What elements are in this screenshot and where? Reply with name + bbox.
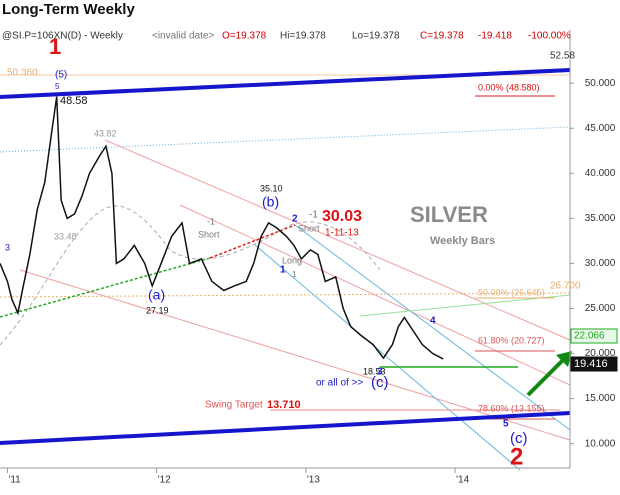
trend-line [209, 224, 296, 259]
annotation: 43.82 [94, 128, 117, 138]
annotation: (c) [371, 374, 389, 391]
y-tick-label: 10.000 [585, 438, 616, 449]
x-tick-label: '13 [307, 475, 320, 486]
y-tick-label: 15.000 [585, 393, 616, 404]
annotation: 1 [280, 265, 286, 276]
moving-average [0, 205, 381, 346]
annotation: Short [298, 223, 320, 233]
annotation: 48.58 [60, 95, 88, 107]
channel-line [0, 411, 571, 445]
drawings [0, 30, 572, 471]
price-label: 52.58 [550, 51, 575, 62]
header-field: <invalid date> [152, 31, 214, 42]
annotation: Swing Target [205, 400, 263, 411]
chart-title: Long-Term Weekly [2, 1, 135, 18]
channel-line [0, 68, 571, 99]
annotation: 1 [292, 270, 297, 279]
annotation: 2 [292, 214, 298, 225]
annotation: 61.80% (20.727) [478, 335, 545, 345]
annotation: 5 [503, 419, 509, 430]
annotation: 18.53 [363, 366, 386, 376]
annotation: 4 [430, 316, 436, 327]
annotation: 3 [5, 242, 10, 252]
annotation: 0.00% (48.580) [478, 82, 540, 92]
x-tick-label: '12 [158, 475, 171, 486]
price-label: 26.700 [550, 281, 581, 292]
header-field: -19.418 [478, 31, 512, 42]
price-label-box [570, 356, 618, 372]
trend-line [294, 224, 571, 431]
header-field: @SI.P=106XN(D) - Weekly [2, 31, 123, 42]
trend-line [104, 139, 571, 341]
trend-line [179, 204, 571, 386]
price-line [0, 96, 444, 360]
annotation: Short [198, 229, 220, 239]
trend-line [254, 244, 521, 471]
arrow [526, 353, 570, 397]
level-line [0, 292, 571, 298]
annotation: 5 [55, 82, 60, 91]
annotation: 50.00% (26.645) [478, 287, 545, 297]
header-field: O=19.378 [222, 31, 267, 42]
annotation: 13.710 [267, 399, 301, 411]
arrow-head [556, 351, 572, 367]
price-label: 22.066 [574, 331, 605, 342]
y-tick-label: 20.000 [585, 348, 616, 359]
price-label-box [570, 328, 618, 344]
annotation: -1 [207, 216, 215, 226]
header-field: Lo=19.378 [352, 31, 400, 42]
annotation: (5) [55, 70, 67, 81]
annotation: Weekly Bars [430, 235, 495, 247]
price-label: 50.360 [7, 68, 38, 79]
annotation: (a) [148, 287, 165, 303]
annotation: 2 [510, 443, 523, 470]
price-label: 19.416 [574, 358, 608, 370]
annotation: 1-11-13 [325, 228, 359, 239]
annotation: 78.60% (13.155) [478, 403, 545, 413]
annotation: (b) [262, 194, 279, 210]
annotation: 35.10 [260, 183, 283, 193]
y-tick-label: 40.000 [585, 168, 616, 179]
annotation: 30.03 [322, 208, 362, 225]
annotation: 1 [49, 34, 61, 59]
y-tick-label: 30.000 [585, 258, 616, 269]
y-tick-label: 50.000 [585, 78, 616, 89]
annotation: (c) [510, 430, 528, 447]
annotation: Long [282, 255, 302, 265]
y-tick-label: 45.000 [585, 123, 616, 134]
annotation: or all of >> [316, 378, 363, 389]
header-field: C=19.378 [420, 31, 464, 42]
trend-line [19, 269, 571, 441]
header-field: -100.00% [528, 31, 571, 42]
trend-line [0, 126, 571, 153]
trend-line [0, 257, 211, 318]
annotation: SILVER [410, 202, 488, 227]
header-field: Hi=19.378 [280, 31, 326, 42]
annotation: -1 [309, 210, 318, 221]
x-tick-label: '11 [8, 475, 21, 486]
y-tick-label: 35.000 [585, 213, 616, 224]
x-tick-label: '14 [456, 475, 469, 486]
annotation: 27.19 [146, 305, 169, 315]
y-tick-label: 25.000 [585, 303, 616, 314]
annotation: 33.48 [54, 231, 77, 241]
annotation: 3 [377, 367, 383, 378]
